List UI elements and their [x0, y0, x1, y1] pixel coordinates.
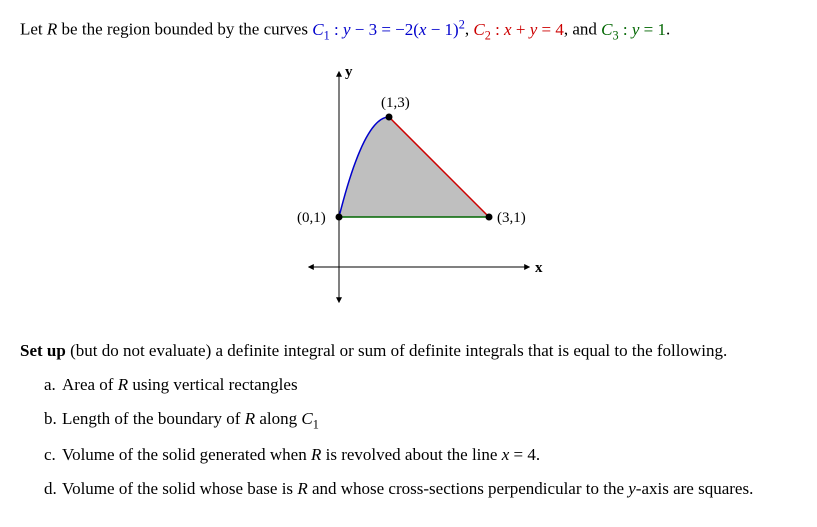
part-label: b.: [44, 407, 62, 431]
svg-text:(1,3): (1,3): [381, 95, 410, 111]
text: Let: [20, 20, 47, 39]
var-C: C: [301, 409, 312, 428]
text: Area of: [62, 375, 118, 394]
var-R: R: [297, 479, 307, 498]
var-R: R: [311, 445, 321, 464]
text: -axis are squares.: [636, 479, 754, 498]
part-label: d.: [44, 477, 62, 501]
var-R: R: [245, 409, 255, 428]
prompt-setup: Set up: [20, 341, 66, 360]
part-d: d.Volume of the solid whose base is R an…: [44, 477, 797, 501]
text: Volume of the solid generated when: [62, 445, 311, 464]
text: along: [255, 409, 301, 428]
part-b: b.Length of the boundary of R along C1: [44, 407, 797, 434]
c1-expr: C1 : y − 3 = −2(x − 1)2: [312, 20, 465, 39]
svg-text:(0,1): (0,1): [297, 210, 326, 226]
c2-expr: C2 : x + y = 4: [473, 20, 563, 39]
text: .: [666, 20, 670, 39]
var-y: y: [628, 479, 636, 498]
text: is revolved about the line: [321, 445, 501, 464]
text: = 4.: [509, 445, 540, 464]
var-R: R: [47, 20, 57, 39]
c3-expr: C3 : y = 1: [601, 20, 666, 39]
part-label: a.: [44, 373, 62, 397]
text: Length of the boundary of: [62, 409, 245, 428]
svg-text:(3,1): (3,1): [497, 210, 526, 226]
text: using vertical rectangles: [128, 375, 297, 394]
region-diagram: y x (0,1) (1,3) (3,1): [259, 52, 559, 322]
part-label: c.: [44, 443, 62, 467]
problem-statement: Let R be the region bounded by the curve…: [20, 16, 797, 44]
text: and whose cross-sections perpendicular t…: [308, 479, 629, 498]
text: be the region bounded by the curves: [57, 20, 312, 39]
diagram-container: y x (0,1) (1,3) (3,1): [20, 52, 797, 329]
text: Volume of the solid whose base is: [62, 479, 297, 498]
text: , and: [564, 20, 601, 39]
svg-text:y: y: [345, 64, 353, 80]
prompt-rest: (but do not evaluate) a definite integra…: [66, 341, 727, 360]
svg-text:x: x: [535, 260, 543, 276]
var-R: R: [118, 375, 128, 394]
part-a: a.Area of R using vertical rectangles: [44, 373, 797, 397]
prompt: Set up (but do not evaluate) a definite …: [20, 339, 797, 363]
part-c: c.Volume of the solid generated when R i…: [44, 443, 797, 467]
parts-list: a.Area of R using vertical rectangles b.…: [20, 373, 797, 501]
sub-1: 1: [313, 417, 319, 431]
